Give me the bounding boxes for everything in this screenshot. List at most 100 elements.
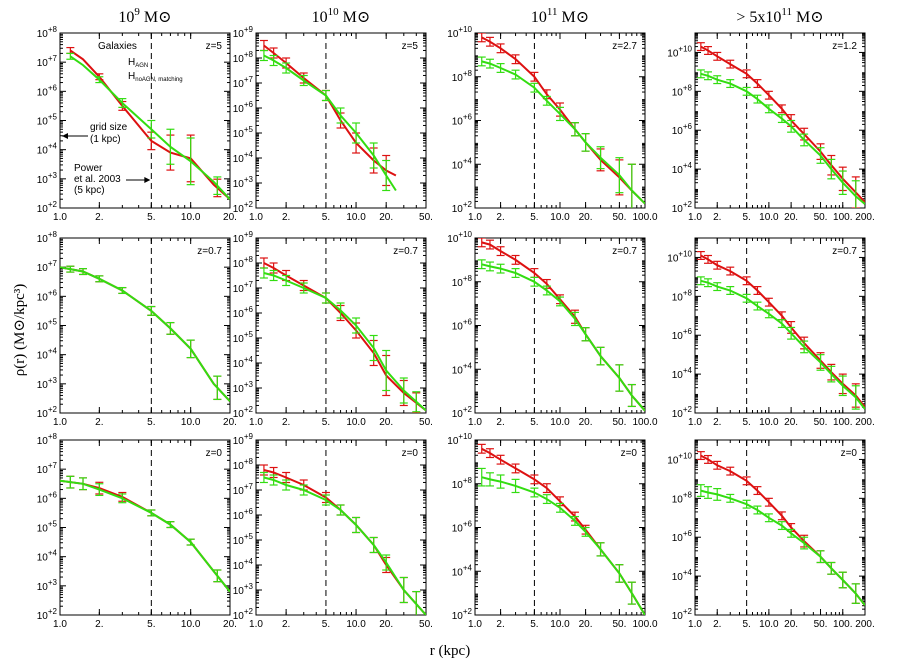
y-tick-label: 10+6 [672, 529, 693, 544]
y-tick-label: 10+5 [37, 318, 58, 333]
panel-frame [474, 439, 646, 616]
column-title-0: 109 M⊙ [118, 6, 171, 26]
x-tick-label: 100. [833, 417, 852, 428]
series-group [60, 265, 230, 402]
y-tick-label: 10+2 [37, 405, 58, 420]
y-tick-label: 10+2 [233, 607, 254, 622]
x-tick-label: 2. [282, 619, 290, 630]
x-tick-label: 100. [833, 212, 852, 223]
x-tick-label: 5. [530, 417, 538, 428]
x-tick-label: 5. [742, 619, 750, 630]
y-tick-label: 10+4 [233, 355, 254, 370]
panel-r2-c1: 1.0 2. 5. 10.0 20. 50. 10+2 10+3 10+4 10+5 10+6 10+… [233, 432, 433, 630]
x-tick-label: 10.0 [759, 619, 779, 630]
y-tick-label: 10+6 [37, 288, 58, 303]
x-tick-label: 1.0 [688, 619, 702, 630]
y-tick-label: 10+8 [672, 83, 693, 98]
y-tick-label: 10+8 [452, 476, 473, 491]
panel-r1-c2: 1.0 2. 5. 10.0 20. 50. 100.0 10+2 10+4 10+6 10+8 10… [447, 230, 658, 428]
series-group [259, 464, 426, 615]
series-line-green [481, 60, 645, 205]
y-tick-label: 10+5 [233, 125, 254, 140]
y-tick-label: 10+4 [672, 568, 693, 583]
x-tick-label: 50. [814, 417, 828, 428]
panels-grid: 1.0 2. 5. 10.0 20. 10+2 10+3 10+4 10+5 10+6 10+7 10… [37, 25, 875, 630]
y-tick-label: 10+4 [37, 347, 58, 362]
series-line-green [700, 72, 865, 205]
grid-size-annotation: (1 kpc) [90, 134, 121, 145]
y-tick-label: 10+6 [452, 520, 473, 535]
series-line-red [481, 241, 645, 412]
x-tick-label: 20. [379, 417, 393, 428]
y-tick-label: 10+10 [447, 432, 472, 447]
x-tick-label: 10.0 [550, 212, 570, 223]
power-arrowhead [144, 177, 151, 183]
power-annotation: et al. 2003 [74, 174, 121, 185]
series-group [259, 39, 397, 192]
x-tick-label: 200. [855, 619, 874, 630]
x-tick-label: 100.0 [632, 212, 657, 223]
x-tick-label: 10.0 [346, 212, 366, 223]
y-tick-label: 10+5 [37, 113, 58, 128]
panel-frame [59, 439, 231, 616]
column-titles: 109 M⊙ 1010 M⊙ 1011 M⊙ > 5x1011 M⊙ [118, 6, 823, 26]
y-tick-label: 10+7 [233, 280, 254, 295]
y-tick-label: 10+6 [452, 113, 473, 128]
y-tick-label: 10+6 [672, 122, 693, 137]
y-tick-label: 10+2 [452, 200, 473, 215]
grid-size-annotation: grid size [90, 122, 128, 133]
y-tick-label: 10+8 [672, 490, 693, 505]
y-tick-label: 10+6 [452, 318, 473, 333]
y-tick-label: 10+7 [233, 482, 254, 497]
x-tick-label: 2. [496, 619, 504, 630]
x-tick-label: 10.0 [759, 212, 779, 223]
series-group [477, 443, 645, 615]
panel-r2-c2: 1.0 2. 5. 10.0 20. 50. 100.0 10+2 10+4 10+6 10+8 10… [447, 432, 658, 630]
x-tick-label: 1.0 [249, 212, 263, 223]
legend-red-label: HnoAGN, matching [128, 71, 183, 83]
y-tick-label: 10+2 [672, 607, 693, 622]
x-axis-label: r (kpc) [430, 643, 470, 659]
x-tick-label: 50. [612, 619, 626, 630]
x-tick-label: 1.0 [53, 212, 67, 223]
y-tick-label: 10+9 [233, 25, 254, 40]
y-tick-label: 10+3 [233, 582, 254, 597]
y-tick-label: 10+5 [233, 532, 254, 547]
y-tick-label: 10+3 [37, 376, 58, 391]
series-group [477, 238, 645, 412]
x-tick-label: 2. [713, 417, 721, 428]
x-tick-label: 5. [530, 212, 538, 223]
x-tick-label: 100. [833, 619, 852, 630]
y-tick-label: 10+10 [667, 249, 692, 264]
x-tick-label: 20. [223, 417, 237, 428]
x-tick-label: 10.0 [346, 417, 366, 428]
y-tick-label: 10+3 [233, 380, 254, 395]
redshift-label: z=0 [621, 448, 638, 459]
x-tick-label: 5. [322, 619, 330, 630]
series-line-green [263, 476, 426, 615]
x-tick-label: 1.0 [249, 619, 263, 630]
x-tick-label: 20. [784, 212, 798, 223]
x-tick-label: 2. [95, 212, 103, 223]
y-tick-label: 10+6 [37, 83, 58, 98]
column-title-1: 1010 M⊙ [312, 6, 371, 26]
y-tick-label: 10+6 [672, 327, 693, 342]
x-tick-label: 10.0 [346, 619, 366, 630]
y-tick-label: 10+8 [37, 432, 58, 447]
x-tick-label: 10.0 [550, 619, 570, 630]
legend-title: Galaxies [98, 41, 137, 52]
x-tick-label: 2. [282, 417, 290, 428]
column-title-2: 1011 M⊙ [531, 6, 589, 26]
y-tick-label: 10+2 [452, 405, 473, 420]
x-tick-label: 50. [419, 417, 433, 428]
x-tick-label: 10.0 [759, 417, 779, 428]
redshift-label: z=5 [206, 41, 223, 52]
y-tick-label: 10+8 [37, 230, 58, 245]
x-tick-label: 20. [784, 417, 798, 428]
y-axis-label: ρ(r) (M⊙/kpc³) [12, 284, 28, 376]
y-tick-label: 10+3 [233, 175, 254, 190]
series-line-red [481, 447, 645, 615]
y-tick-label: 10+2 [452, 607, 473, 622]
series-line-green [481, 263, 645, 412]
panel-r0-c0: 1.0 2. 5. 10.0 20. 10+2 10+3 10+4 10+5 10+6 10+7 10… [37, 25, 237, 223]
